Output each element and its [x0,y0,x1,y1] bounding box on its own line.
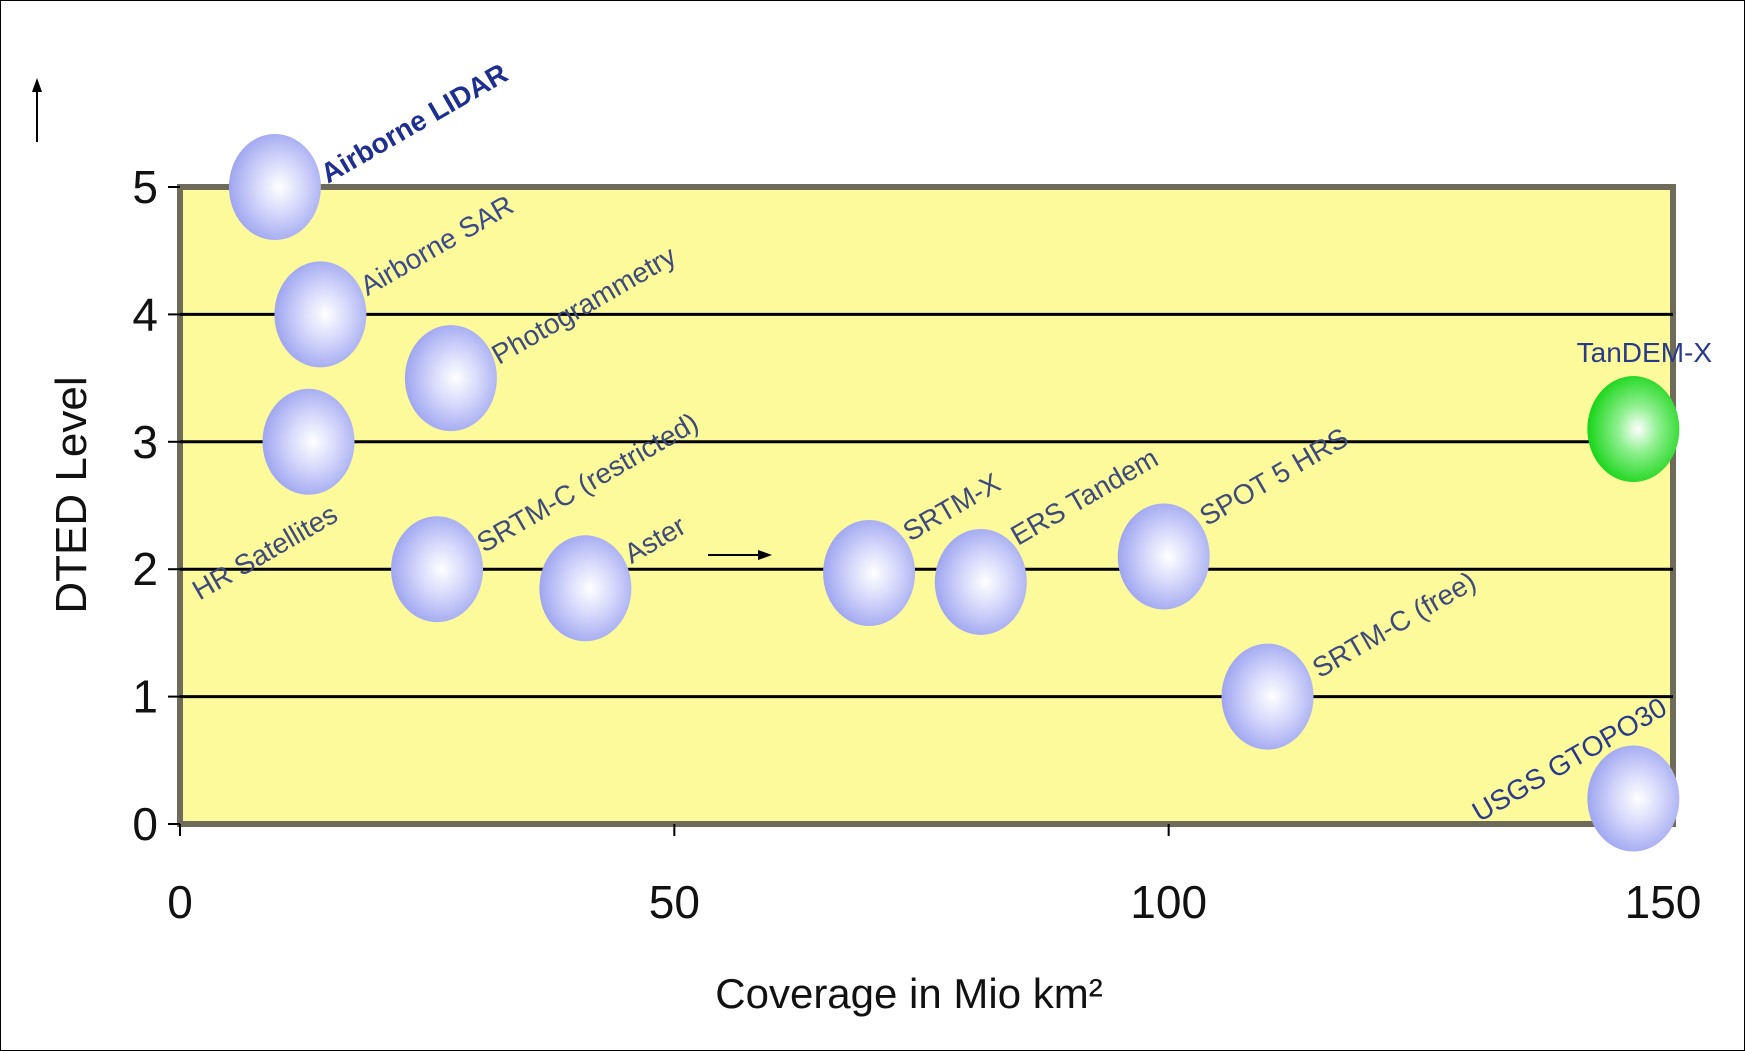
y-tick-label: 1 [132,671,158,723]
x-tick-label: 50 [649,876,700,928]
bubble-marker [1221,643,1314,750]
y-tick-label: 4 [132,288,158,340]
bubble-marker [823,520,916,627]
x-axis-title: Coverage in Mio km² [715,970,1102,1017]
y-tick-label: 5 [132,161,158,213]
bubble-marker [934,528,1027,635]
x-tick-label: 150 [1625,876,1702,928]
x-tick-label: 0 [167,876,193,928]
bubble-marker [274,261,367,368]
bubble-marker [1117,503,1210,610]
y-tick-label: 3 [132,416,158,468]
bubble-marker [391,516,484,623]
bubble-marker [228,134,321,240]
point-label: Airborne LIDAR [315,57,512,189]
bubble-marker [262,388,355,495]
y-tick-label: 0 [132,798,158,850]
y-axis-title: DTED Level [47,376,96,613]
bubble-marker [1587,745,1680,852]
bubble-marker [1587,376,1680,483]
bubble-marker [404,325,497,432]
bubble-marker [539,535,632,642]
plot-area [177,184,1676,827]
data-point: TanDEM-X [1577,337,1713,483]
up-arrow-head-icon [32,78,42,92]
right-arrow-head-icon [758,550,772,560]
y-tick-label: 2 [132,543,158,595]
x-tick-label: 100 [1130,876,1207,928]
point-label: TanDEM-X [1577,337,1713,368]
